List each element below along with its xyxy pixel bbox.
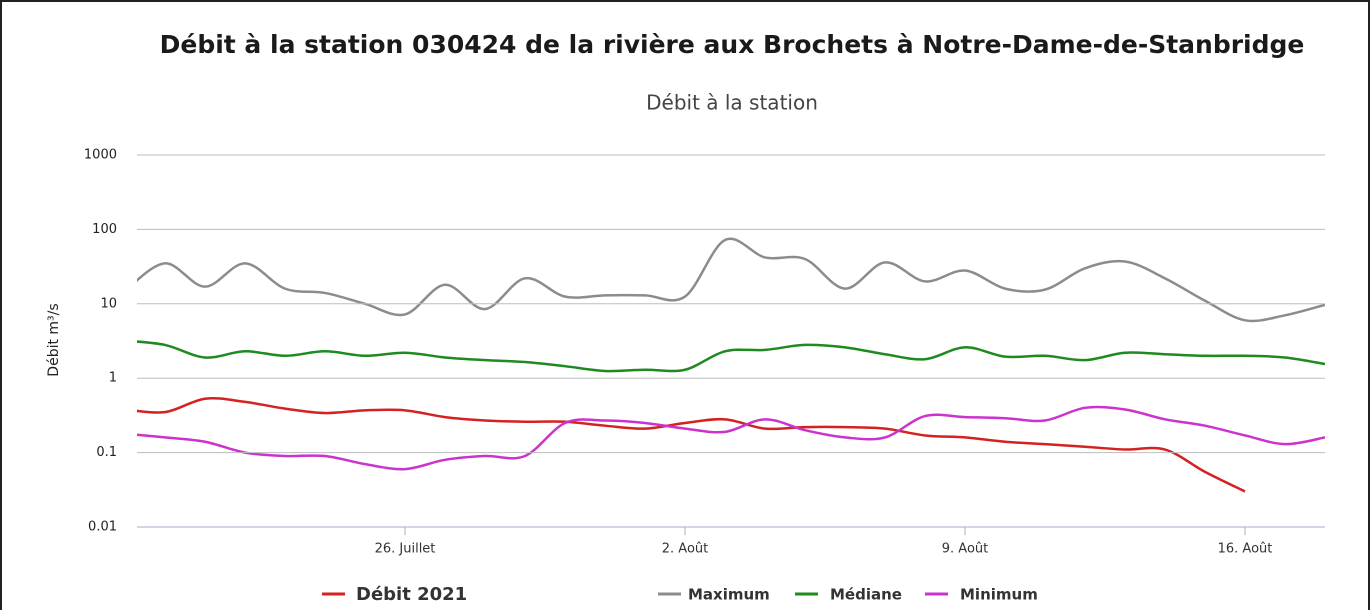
chart-title: Débit à la station 030424 de la rivière … [160, 30, 1305, 59]
x-tick-label: 9. Août [942, 542, 989, 557]
y-tick-label: 1000 [84, 148, 117, 163]
data-line [137, 340, 1325, 373]
data-line [137, 405, 1325, 471]
y-tick-label: 100 [92, 222, 117, 237]
legend-label: Médiane [830, 586, 902, 604]
plot-area [137, 237, 1325, 493]
y-tick-label: 0.1 [96, 445, 117, 460]
x-tick-label: 16. Août [1218, 542, 1273, 557]
y-tick-label: 1 [109, 371, 117, 386]
legend-label: Maximum [688, 586, 770, 604]
y-tick-label: 0.01 [88, 520, 117, 535]
data-line [137, 397, 1246, 493]
x-tick-label: 2. Août [662, 542, 709, 557]
y-axis-label: Débit m³/s [46, 303, 62, 376]
data-line [137, 237, 1325, 323]
chart-subtitle: Débit à la station [646, 91, 818, 115]
legend-label: Débit 2021 [356, 584, 467, 605]
x-tick-label: 26. Juillet [375, 542, 436, 557]
legend-label: Minimum [960, 586, 1038, 604]
y-tick-label: 10 [100, 296, 117, 311]
